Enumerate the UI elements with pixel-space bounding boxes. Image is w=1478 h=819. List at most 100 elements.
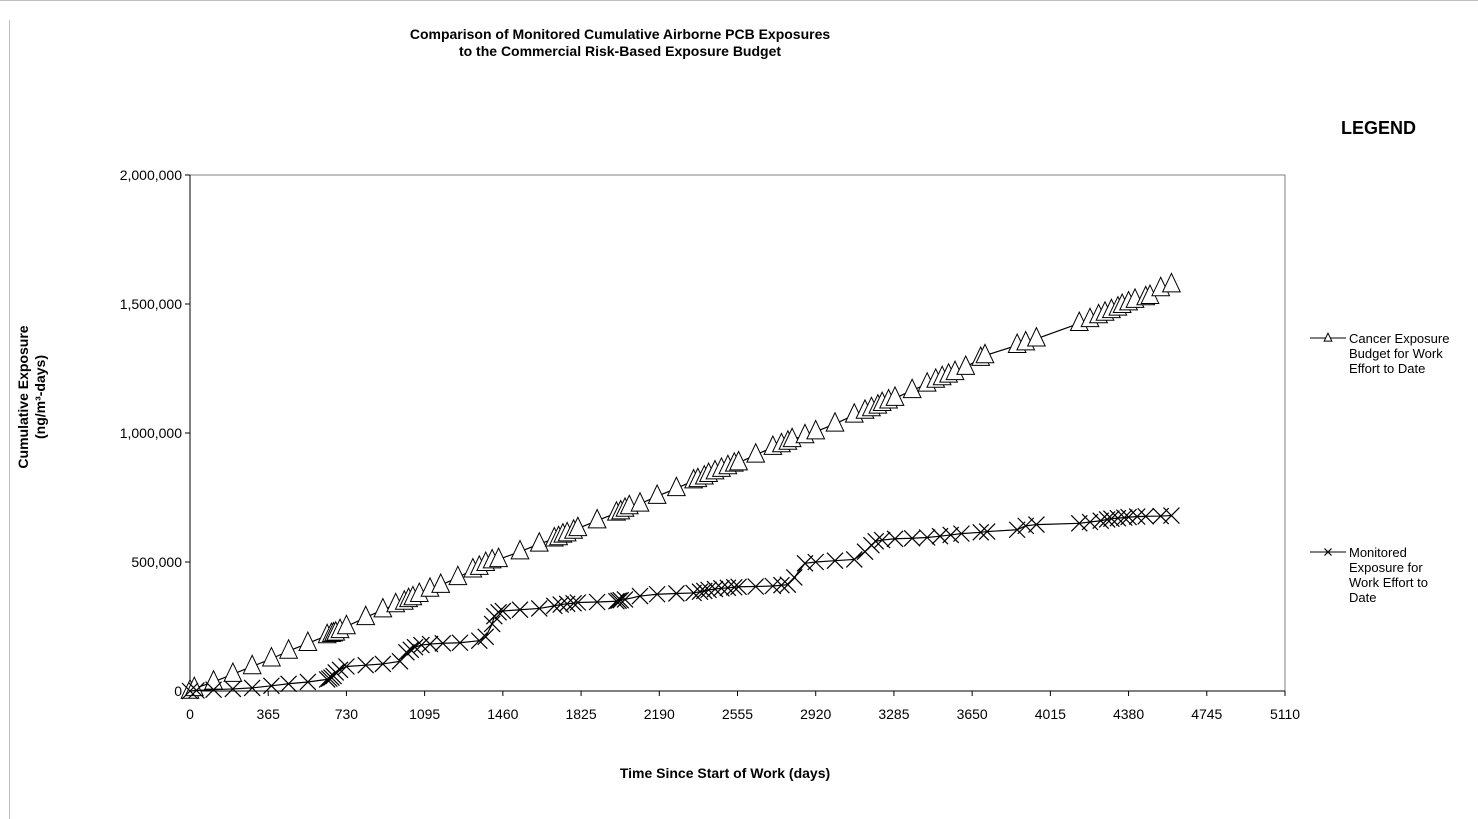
x-marker (569, 594, 587, 611)
x-marker (181, 682, 199, 700)
triangle-marker (728, 450, 749, 471)
x-marker-stroke (406, 638, 424, 656)
x-marker (1137, 507, 1155, 525)
x-marker-stroke (730, 578, 747, 596)
x-marker-stroke (1163, 507, 1180, 524)
x-marker-stroke (826, 552, 844, 570)
x-marker-stroke (494, 602, 512, 620)
x-marker-stroke (796, 554, 814, 572)
x-marker (796, 554, 814, 572)
x-marker-stroke (612, 591, 630, 609)
triangle-marker (529, 531, 549, 552)
triangle-marker (1161, 272, 1182, 293)
triangle-marker (902, 378, 922, 399)
x-marker-stroke (764, 577, 782, 595)
x-marker (695, 582, 713, 600)
x-marker-stroke (1137, 507, 1155, 525)
x-marker-stroke (713, 579, 730, 597)
x-marker (903, 529, 921, 547)
x-marker (490, 603, 507, 621)
x-marker-stroke (318, 670, 336, 688)
x-tick-label: 4015 (1035, 706, 1066, 722)
plot-area (189, 174, 1286, 692)
x-marker-stroke (511, 601, 529, 619)
x-marker-stroke (668, 585, 685, 602)
triangle-marker (356, 605, 376, 626)
x-marker (188, 682, 205, 699)
x-marker (511, 601, 529, 619)
x-marker-stroke (1028, 516, 1045, 534)
y-tick-label: 1,500,000 (120, 296, 182, 312)
x-tick-label: 2190 (644, 706, 675, 722)
triangle-marker (488, 547, 509, 568)
x-marker (1028, 516, 1045, 534)
series-2 (181, 507, 1180, 700)
x-marker (558, 595, 576, 613)
x-marker (374, 655, 392, 673)
legend-title: LEGEND (1341, 118, 1417, 138)
x-marker (338, 658, 355, 675)
x-marker (1163, 507, 1180, 524)
x-marker (530, 600, 548, 617)
triangle-marker (568, 516, 588, 537)
x-marker (1008, 521, 1026, 539)
x-marker-stroke (327, 663, 345, 681)
x-axis-label: Time Since Start of Work (days) (619, 765, 831, 781)
x-marker (668, 585, 685, 602)
x-marker-stroke (1109, 509, 1127, 527)
x-marker-stroke (588, 593, 606, 611)
x-marker (612, 591, 630, 609)
x-marker-stroke (188, 682, 205, 699)
x-marker (565, 594, 582, 612)
x-marker-stroke (886, 530, 904, 548)
x-marker-stroke (1103, 510, 1120, 528)
x-tick-label: 1825 (565, 706, 596, 722)
x-marker-stroke (695, 582, 713, 600)
x-marker-stroke (1070, 514, 1088, 532)
x-marker-stroke (747, 578, 765, 595)
x-marker-stroke (558, 595, 576, 613)
x-marker-stroke (972, 523, 990, 541)
x-marker-stroke (1098, 511, 1116, 528)
x-marker (942, 526, 960, 544)
x-marker (1017, 517, 1035, 535)
chart-title-line-2: to the Commercial Risk-Based Exposure Bu… (458, 43, 782, 59)
legend-label: Effort to Date (1349, 361, 1425, 376)
x-marker-stroke (773, 576, 790, 594)
x-marker (1324, 548, 1332, 556)
x-marker-stroke (725, 578, 743, 596)
x-tick-label: 4380 (1113, 706, 1144, 722)
x-marker-stroke (1120, 508, 1137, 526)
legend-label: Monitored (1349, 545, 1407, 560)
triangle-marker (1323, 331, 1333, 342)
x-marker-stroke (706, 580, 724, 598)
x-marker (713, 579, 730, 597)
x-marker-stroke (942, 526, 960, 544)
x-marker-stroke (263, 677, 280, 695)
x-marker-stroke (280, 675, 297, 693)
x-marker (725, 578, 743, 596)
x-marker (331, 661, 349, 679)
page-left-border (9, 20, 10, 819)
x-marker (931, 527, 949, 545)
triangle-marker (373, 597, 393, 618)
x-marker (1109, 509, 1127, 527)
x-marker-stroke (565, 594, 582, 612)
x-marker (773, 576, 790, 594)
chart-title-line-1: Comparison of Monitored Cumulative Airbo… (409, 26, 831, 42)
x-marker-stroke (1008, 521, 1026, 539)
y-tick-label: 500,000 (131, 554, 182, 570)
triangle-marker (746, 442, 766, 463)
triangle-marker (223, 661, 243, 682)
x-marker-stroke (1092, 512, 1110, 530)
x-marker-stroke (616, 590, 634, 608)
x-tick-label: 3650 (957, 706, 988, 722)
x-tick-label: 365 (257, 706, 281, 722)
x-marker (263, 677, 280, 695)
x-marker (1120, 508, 1137, 526)
x-tick-label: 4745 (1191, 706, 1222, 722)
x-marker (918, 529, 936, 546)
x-marker (978, 523, 996, 540)
